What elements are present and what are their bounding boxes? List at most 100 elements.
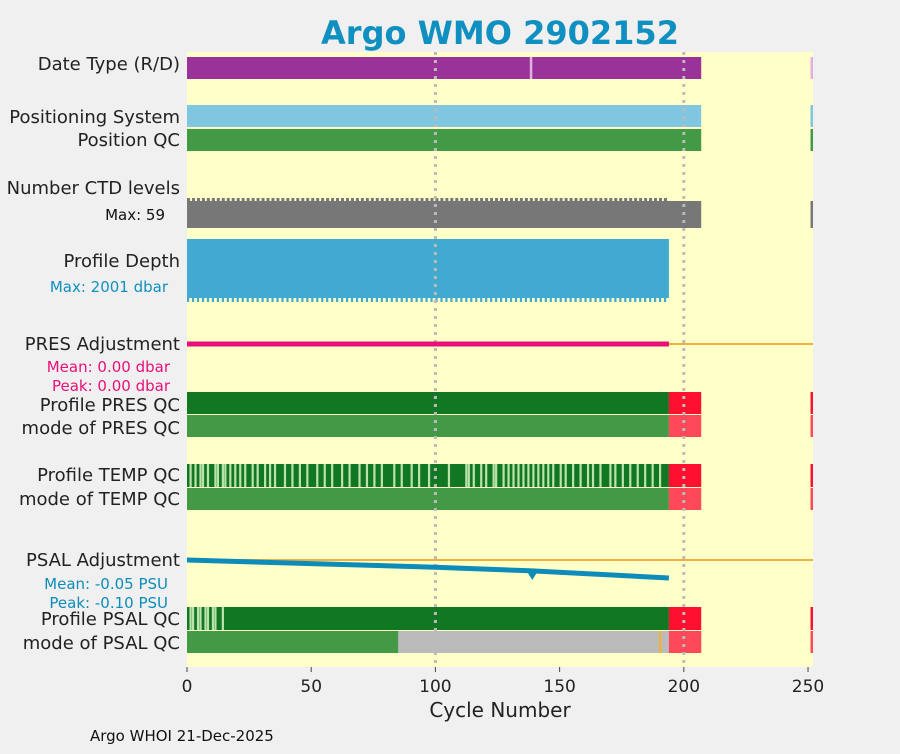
ctd-tick-4 (196, 198, 200, 201)
ctd-tick-142 (539, 198, 543, 201)
pres_qc-segment-2 (810, 392, 813, 414)
temp-qc-stripe-143 (542, 464, 545, 487)
psal_mode-segment-3 (658, 631, 662, 653)
ctd-tick-154 (569, 198, 573, 201)
temp_mode-segment-1 (668, 488, 702, 510)
temp-qc-stripe-139 (532, 464, 535, 487)
temp-qc-stripe-181 (636, 464, 639, 487)
depth-tick-180 (634, 298, 637, 302)
psal-qc-stripe-14 (221, 607, 224, 630)
date_type-segment-0 (187, 57, 702, 79)
ctd-tick-40 (286, 198, 290, 201)
label-date-type: Date Type (R/D) (38, 54, 180, 75)
x-tick-label-250: 250 (792, 677, 824, 697)
label-profile-pres-qc: Profile PRES QC (40, 395, 180, 416)
ctd-tick-188 (654, 198, 658, 201)
temp-qc-stripe-163 (591, 464, 595, 487)
depth-tick-156 (574, 298, 577, 302)
pos_qc-segment-1 (810, 129, 813, 151)
depth-tick-76 (375, 298, 378, 302)
label-number-ctd-levels: Number CTD levels (7, 178, 180, 199)
depth-tick-50 (311, 298, 314, 302)
depth-tick-66 (350, 298, 354, 302)
temp-qc-stripe-127 (502, 464, 505, 487)
temp-qc-stripe-175 (621, 464, 624, 487)
psal-adjustment-marker (527, 572, 538, 580)
ctd-tick-148 (554, 198, 558, 201)
ctd-tick-58 (331, 198, 335, 201)
ctd-tick-150 (559, 198, 563, 201)
temp-qc-stripe-17 (229, 464, 232, 487)
ctd-tick-138 (529, 198, 533, 201)
psal-qc-stripe-4 (196, 607, 200, 630)
ctd-tick-74 (370, 198, 374, 201)
depth-segment-0 (187, 239, 669, 298)
psal-qc-segment-0 (187, 607, 669, 630)
depth-tick-138 (529, 298, 533, 302)
ctd-tick-160 (584, 198, 588, 201)
depth-tick-166 (599, 298, 602, 302)
temp-qc-stripe-93 (418, 464, 421, 487)
ctd-tick-80 (385, 198, 389, 201)
depth-tick-18 (231, 298, 234, 302)
ctd-tick-180 (634, 198, 638, 201)
temp-qc-stripe-39 (283, 464, 287, 487)
x-tick-label-100: 100 (419, 677, 451, 697)
depth-tick-136 (524, 298, 528, 302)
ctd-tick-62 (341, 198, 345, 201)
temp-qc-stripe-42 (291, 464, 294, 487)
chart-title: Argo WMO 2902152 (321, 14, 679, 52)
pos_qc-segment-0 (187, 129, 702, 151)
label-mode-psal-qc: mode of PSAL QC (23, 633, 180, 654)
ctd_levels-segment-0 (187, 201, 702, 228)
depth-tick-174 (619, 298, 622, 302)
label-profile-depth: Profile Depth (63, 251, 180, 272)
depth-tick-22 (241, 298, 244, 302)
x-tick-label-0: 0 (182, 677, 193, 697)
temp-qc-stripe-69 (358, 464, 361, 487)
label-mode-pres-qc: mode of PRES QC (22, 418, 180, 439)
ctd-tick-104 (445, 198, 449, 201)
temp-qc-stripe-48 (306, 464, 309, 487)
depth-tick-110 (460, 298, 463, 302)
psal-adjustment-line (186, 557, 670, 581)
depth-tick-28 (256, 298, 259, 302)
ctd-tick-146 (549, 198, 553, 201)
psal-qc-stripe-5 (199, 607, 202, 630)
depth-tick-60 (336, 298, 339, 302)
temp-qc-stripe-152 (564, 464, 567, 487)
ctd-tick-46 (301, 198, 305, 201)
psal_mode-segment-1 (398, 631, 702, 653)
depth-tick-120 (485, 298, 488, 302)
temp-qc-stripe-33 (268, 464, 272, 487)
ctd-tick-24 (246, 198, 250, 201)
label-positioning-system: Positioning System (9, 107, 180, 128)
x-axis: 0 50 100 150 200 250 (182, 667, 824, 697)
temp-qc-stripe-35 (273, 464, 277, 487)
ctd-tick-44 (296, 198, 300, 201)
depth-tick-42 (291, 298, 294, 302)
depth-tick-94 (420, 298, 423, 302)
pres_qc-segment-0 (187, 392, 669, 414)
ctd-tick-118 (480, 198, 484, 201)
ctd-tick-52 (316, 198, 320, 201)
depth-tick-38 (281, 298, 284, 302)
date_type-segment-1 (529, 57, 533, 79)
temp-qc-stripe-78 (380, 464, 383, 487)
psal-qc-stripe-1 (189, 607, 192, 630)
ctd-tick-140 (534, 198, 538, 201)
ctd-tick-0 (187, 198, 190, 201)
ctd-tick-70 (360, 198, 364, 201)
temp-qc-stripe-90 (410, 464, 413, 487)
ctd-tick-48 (306, 198, 310, 201)
temp-qc-stripe-161 (586, 464, 590, 487)
pos_system-segment-0 (187, 105, 702, 127)
ctd-tick-92 (415, 198, 419, 201)
pres-peak-label: Peak: 0.00 dbar (52, 377, 171, 395)
ctd-tick-88 (405, 198, 409, 201)
psal-qc-stripe-10 (211, 607, 215, 630)
depth-tick-158 (579, 298, 582, 302)
depth-tick-150 (559, 298, 562, 302)
ctd-tick-126 (500, 198, 503, 201)
temp-qc-stripe-131 (512, 464, 515, 487)
